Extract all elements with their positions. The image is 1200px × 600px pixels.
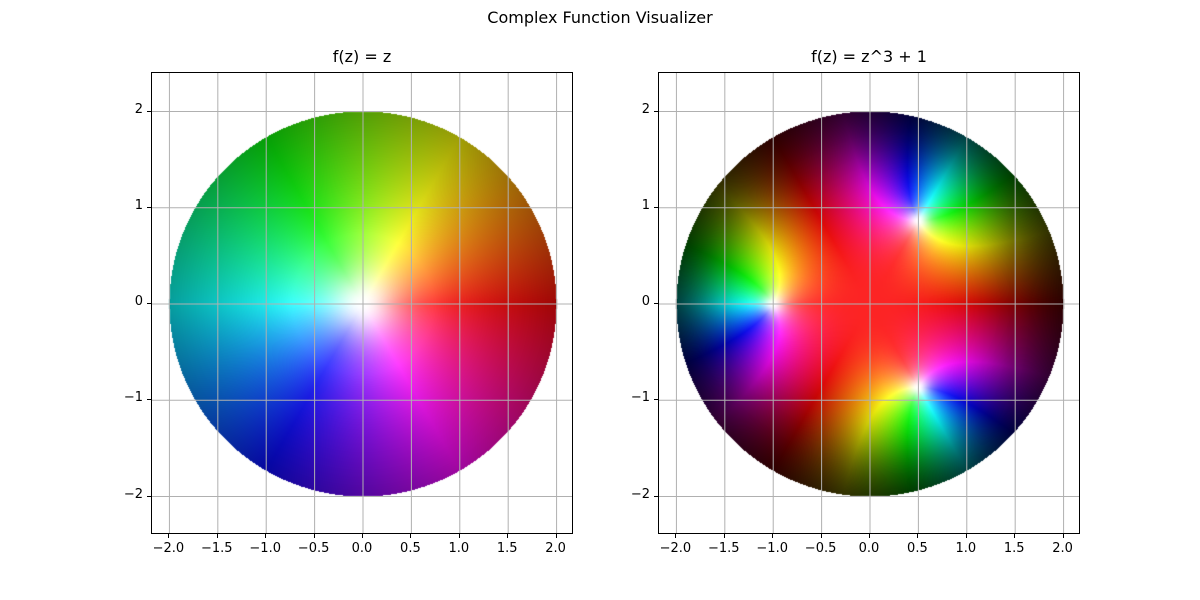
grid-lines <box>152 73 572 533</box>
y-tick-mark <box>147 399 151 400</box>
x-tick-label: −0.5 <box>804 541 837 556</box>
y-tick-label: −2 <box>630 486 650 502</box>
y-tick-label: 1 <box>641 197 650 213</box>
y-tick-mark <box>654 399 658 400</box>
grid-lines <box>659 73 1079 533</box>
y-tick-mark <box>654 111 658 112</box>
x-tick-mark <box>314 534 315 538</box>
x-tick-label: −1.0 <box>249 541 281 556</box>
x-tick-label: 2.0 <box>1052 541 1073 556</box>
x-tick-label: 0.0 <box>351 541 373 556</box>
x-tick-label: 0.0 <box>858 541 880 556</box>
x-tick-mark <box>821 534 822 538</box>
plot-area <box>151 72 573 534</box>
x-tick-label: 1.0 <box>955 541 977 556</box>
y-tick-mark <box>654 303 658 304</box>
x-tick-label: −0.5 <box>297 541 330 556</box>
x-tick-label: 1.5 <box>1003 541 1025 556</box>
y-tick-label: −1 <box>123 390 143 406</box>
plot-area <box>658 72 1080 534</box>
y-tick-label: −2 <box>123 486 143 502</box>
domain-coloring-image <box>659 73 1079 533</box>
figure-suptitle: Complex Function Visualizer <box>487 8 713 27</box>
x-tick-mark <box>869 534 870 538</box>
x-tick-mark <box>917 534 918 538</box>
y-tick-label: −1 <box>630 390 650 406</box>
x-tick-mark <box>217 534 218 538</box>
y-tick-label: 0 <box>134 294 143 309</box>
y-tick-label: 1 <box>134 197 143 213</box>
x-tick-mark <box>772 534 773 538</box>
x-tick-label: −1.5 <box>201 541 233 556</box>
x-tick-label: 0.5 <box>907 541 928 556</box>
x-tick-label: −2.0 <box>152 541 185 556</box>
y-tick-label: 0 <box>641 294 650 309</box>
x-tick-mark <box>556 534 557 538</box>
x-tick-label: 1.0 <box>448 541 470 556</box>
x-tick-mark <box>362 534 363 538</box>
x-tick-mark <box>410 534 411 538</box>
subplot-title: f(z) = z <box>332 47 392 66</box>
x-tick-label: 0.5 <box>400 541 421 556</box>
x-tick-label: −2.0 <box>659 541 692 556</box>
x-tick-mark <box>265 534 266 538</box>
y-tick-label: 2 <box>134 101 143 117</box>
x-tick-mark <box>966 534 967 538</box>
y-tick-mark <box>654 207 658 208</box>
x-tick-mark <box>724 534 725 538</box>
x-tick-mark <box>459 534 460 538</box>
y-tick-mark <box>147 207 151 208</box>
x-tick-mark <box>1014 534 1015 538</box>
subplot-title: f(z) = z^3 + 1 <box>811 47 927 66</box>
y-tick-mark <box>147 111 151 112</box>
y-tick-mark <box>147 303 151 304</box>
x-tick-mark <box>507 534 508 538</box>
y-tick-label: 2 <box>641 101 650 117</box>
x-tick-label: −1.5 <box>708 541 740 556</box>
x-tick-mark <box>1063 534 1064 538</box>
y-tick-mark <box>147 496 151 497</box>
x-tick-label: −1.0 <box>756 541 788 556</box>
domain-coloring-image <box>152 73 572 533</box>
x-tick-label: 2.0 <box>545 541 566 556</box>
y-tick-mark <box>654 496 658 497</box>
x-tick-label: 1.5 <box>496 541 518 556</box>
x-tick-mark <box>675 534 676 538</box>
x-tick-mark <box>168 534 169 538</box>
